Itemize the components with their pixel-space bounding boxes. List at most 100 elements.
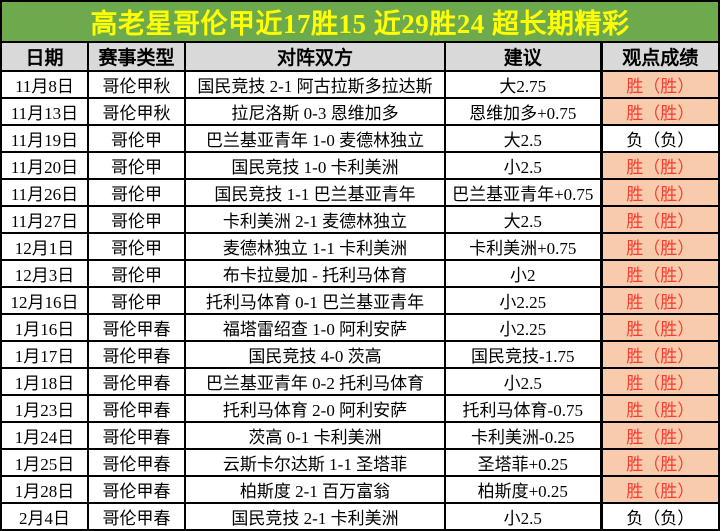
match-cell: 布卡拉曼加 - 托利马体育 xyxy=(184,259,446,288)
tip-cell: 圣塔菲+0.25 xyxy=(444,448,602,477)
tip-cell: 巴兰基亚青年+0.75 xyxy=(444,178,602,207)
table-row: 11月13日 哥伦甲秋 拉尼洛斯 0-3 恩维加多 恩维加多+0.75 胜（胜） xyxy=(0,97,721,126)
date-cell: 11月20日 xyxy=(0,151,89,180)
league-cell: 哥伦甲 xyxy=(87,232,186,261)
table-row: 1月17日 哥伦甲春 国民竞技 4-0 茨高 国民竞技-1.75 胜（胜） xyxy=(0,340,721,369)
table-row: 12月1日 哥伦甲 麦德林独立 1-1 卡利美洲 卡利美洲+0.75 胜（胜） xyxy=(0,232,721,261)
league-cell: 哥伦甲 xyxy=(87,151,186,180)
col-header-date: 日期 xyxy=(0,41,89,72)
result-cell: 胜（胜） xyxy=(599,151,721,180)
league-cell: 哥伦甲春 xyxy=(87,340,186,369)
date-cell: 1月23日 xyxy=(0,394,89,423)
tip-cell: 小2.5 xyxy=(444,151,602,180)
result-cell: 胜（胜） xyxy=(599,394,721,423)
table-row: 1月23日 哥伦甲春 托利马体育 2-0 阿利安萨 托利马体育-0.75 胜（胜… xyxy=(0,394,721,423)
match-cell: 拉尼洛斯 0-3 恩维加多 xyxy=(184,97,446,126)
tip-cell: 小2.5 xyxy=(444,502,602,531)
match-cell: 国民竞技 2-1 卡利美洲 xyxy=(184,502,446,531)
date-cell: 1月18日 xyxy=(0,367,89,396)
result-cell: 胜（胜） xyxy=(599,448,721,477)
date-cell: 1月25日 xyxy=(0,448,89,477)
table-body: 11月8日 哥伦甲秋 国民竞技 2-1 阿古拉斯多拉达斯 大2.75 胜（胜） … xyxy=(0,70,721,531)
league-cell: 哥伦甲秋 xyxy=(87,70,186,99)
table-row: 11月8日 哥伦甲秋 国民竞技 2-1 阿古拉斯多拉达斯 大2.75 胜（胜） xyxy=(0,70,721,99)
match-cell: 巴兰基亚青年 0-2 托利马体育 xyxy=(184,367,446,396)
table-row: 1月25日 哥伦甲春 云斯卡尔达斯 1-1 圣塔菲 圣塔菲+0.25 胜（胜） xyxy=(0,448,721,477)
date-cell: 11月13日 xyxy=(0,97,89,126)
match-cell: 托利马体育 2-0 阿利安萨 xyxy=(184,394,446,423)
match-cell: 卡利美洲 2-1 麦德林独立 xyxy=(184,205,446,234)
table-row: 12月3日 哥伦甲 布卡拉曼加 - 托利马体育 小2 胜（胜） xyxy=(0,259,721,288)
date-cell: 1月24日 xyxy=(0,421,89,450)
tip-cell: 小2.25 xyxy=(444,286,602,315)
league-cell: 哥伦甲秋 xyxy=(87,97,186,126)
match-cell: 云斯卡尔达斯 1-1 圣塔菲 xyxy=(184,448,446,477)
result-cell: 胜（胜） xyxy=(599,421,721,450)
result-cell: 胜（胜） xyxy=(599,367,721,396)
tip-cell: 卡利美洲+0.75 xyxy=(444,232,602,261)
col-header-league: 赛事类型 xyxy=(87,41,186,72)
tip-cell: 小2 xyxy=(444,259,602,288)
match-cell: 茨高 0-1 卡利美洲 xyxy=(184,421,446,450)
table-row: 11月26日 哥伦甲 国民竞技 1-1 巴兰基亚青年 巴兰基亚青年+0.75 胜… xyxy=(0,178,721,207)
result-cell: 胜（胜） xyxy=(599,286,721,315)
table-row: 1月16日 哥伦甲春 福塔雷绍查 1-0 阿利安萨 小2.25 胜（胜） xyxy=(0,313,721,342)
result-cell: 胜（胜） xyxy=(599,97,721,126)
league-cell: 哥伦甲 xyxy=(87,286,186,315)
title-banner: 高老星哥伦甲近17胜15 近29胜24 超长期精彩 xyxy=(0,0,721,43)
date-cell: 12月1日 xyxy=(0,232,89,261)
league-cell: 哥伦甲 xyxy=(87,259,186,288)
date-cell: 11月26日 xyxy=(0,178,89,207)
header-row: 日期 赛事类型 对阵双方 建议 观点成绩 xyxy=(0,41,721,72)
league-cell: 哥伦甲 xyxy=(87,205,186,234)
result-cell: 胜（胜） xyxy=(599,70,721,99)
league-cell: 哥伦甲春 xyxy=(87,394,186,423)
date-cell: 11月27日 xyxy=(0,205,89,234)
league-cell: 哥伦甲 xyxy=(87,124,186,153)
match-cell: 麦德林独立 1-1 卡利美洲 xyxy=(184,232,446,261)
league-cell: 哥伦甲春 xyxy=(87,313,186,342)
match-cell: 巴兰基亚青年 1-0 麦德林独立 xyxy=(184,124,446,153)
result-cell: 负（负） xyxy=(599,502,721,531)
table-row: 11月19日 哥伦甲 巴兰基亚青年 1-0 麦德林独立 大2.5 负（负） xyxy=(0,124,721,153)
title-row: 高老星哥伦甲近17胜15 近29胜24 超长期精彩 xyxy=(0,0,721,43)
table-row: 1月24日 哥伦甲春 茨高 0-1 卡利美洲 卡利美洲-0.25 胜（胜） xyxy=(0,421,721,450)
result-cell: 胜（胜） xyxy=(599,313,721,342)
match-cell: 托利马体育 0-1 巴兰基亚青年 xyxy=(184,286,446,315)
tip-cell: 小2.25 xyxy=(444,313,602,342)
league-cell: 哥伦甲春 xyxy=(87,502,186,531)
result-cell: 胜（胜） xyxy=(599,205,721,234)
table-row: 12月16日 哥伦甲 托利马体育 0-1 巴兰基亚青年 小2.25 胜（胜） xyxy=(0,286,721,315)
tip-cell: 托利马体育-0.75 xyxy=(444,394,602,423)
date-cell: 11月8日 xyxy=(0,70,89,99)
tip-cell: 卡利美洲-0.25 xyxy=(444,421,602,450)
match-cell: 国民竞技 4-0 茨高 xyxy=(184,340,446,369)
match-cell: 国民竞技 2-1 阿古拉斯多拉达斯 xyxy=(184,70,446,99)
league-cell: 哥伦甲春 xyxy=(87,367,186,396)
result-cell: 胜（胜） xyxy=(599,178,721,207)
col-header-match: 对阵双方 xyxy=(184,41,446,72)
table-row: 11月20日 哥伦甲 国民竞技 1-0 卡利美洲 小2.5 胜（胜） xyxy=(0,151,721,180)
tip-cell: 大2.5 xyxy=(444,124,602,153)
league-cell: 哥伦甲春 xyxy=(87,421,186,450)
match-cell: 国民竞技 1-1 巴兰基亚青年 xyxy=(184,178,446,207)
col-header-result: 观点成绩 xyxy=(599,41,721,72)
match-cell: 福塔雷绍查 1-0 阿利安萨 xyxy=(184,313,446,342)
date-cell: 1月16日 xyxy=(0,313,89,342)
date-cell: 11月19日 xyxy=(0,124,89,153)
tip-cell: 恩维加多+0.75 xyxy=(444,97,602,126)
table-row: 2月4日 哥伦甲春 国民竞技 2-1 卡利美洲 小2.5 负（负） xyxy=(0,502,721,531)
tip-cell: 小2.5 xyxy=(444,367,602,396)
match-cell: 国民竞技 1-0 卡利美洲 xyxy=(184,151,446,180)
table-row: 1月18日 哥伦甲春 巴兰基亚青年 0-2 托利马体育 小2.5 胜（胜） xyxy=(0,367,721,396)
result-cell: 胜（胜） xyxy=(599,340,721,369)
result-cell: 胜（胜） xyxy=(599,259,721,288)
date-cell: 12月3日 xyxy=(0,259,89,288)
date-cell: 2月4日 xyxy=(0,502,89,531)
tip-cell: 大2.75 xyxy=(444,70,602,99)
league-cell: 哥伦甲 xyxy=(87,178,186,207)
tip-cell: 国民竞技-1.75 xyxy=(444,340,602,369)
date-cell: 1月17日 xyxy=(0,340,89,369)
date-cell: 12月16日 xyxy=(0,286,89,315)
